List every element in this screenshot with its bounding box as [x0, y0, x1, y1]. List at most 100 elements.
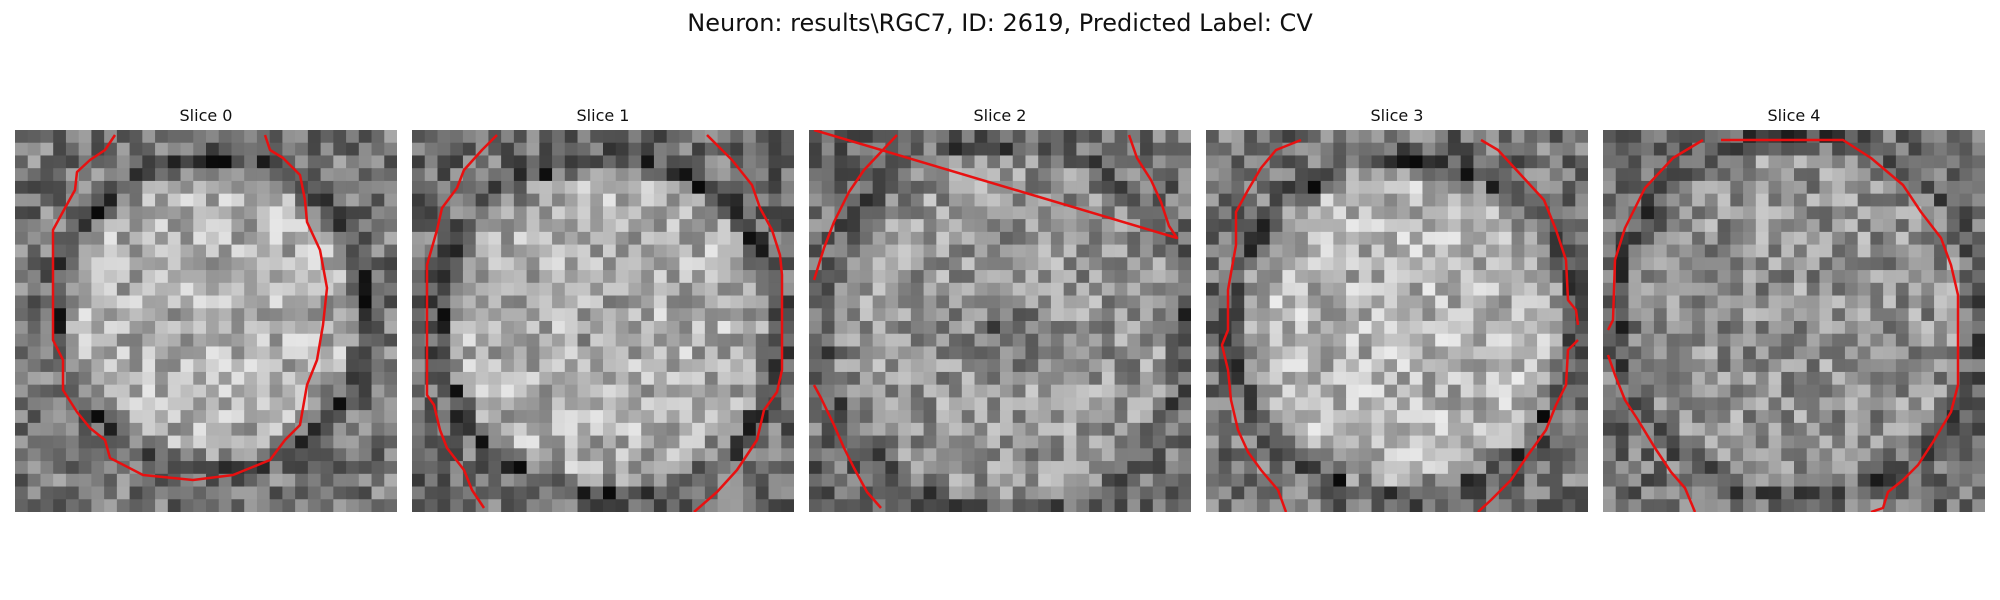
pixel: [885, 231, 899, 246]
pixel: [1549, 180, 1564, 195]
pixel: [615, 193, 630, 207]
pixel: [1244, 333, 1258, 348]
pixel: [1959, 130, 1973, 144]
pixel: [1282, 486, 1296, 500]
pixel: [307, 193, 322, 207]
pixel: [1307, 346, 1322, 360]
pixel: [898, 448, 912, 462]
pixel: [743, 473, 757, 488]
pixel: [282, 257, 296, 271]
pixel: [679, 346, 693, 360]
pixel: [218, 422, 233, 437]
pixel: [1384, 333, 1398, 348]
pixel: [1781, 461, 1795, 475]
pixel: [987, 270, 1001, 284]
pixel: [1870, 333, 1884, 348]
pixel: [1371, 206, 1385, 220]
pixel: [193, 231, 207, 246]
pixel: [180, 397, 194, 411]
pixel: [1666, 193, 1680, 207]
pixel: [1908, 168, 1922, 182]
pixel: [1844, 308, 1859, 322]
pixel: [1307, 193, 1322, 207]
pixel: [577, 130, 591, 144]
pixel: [1025, 359, 1039, 373]
pixel: [346, 422, 360, 437]
pixel: [155, 231, 169, 246]
pixel: [27, 295, 42, 309]
pixel: [1921, 142, 1935, 157]
pixel: [244, 219, 258, 233]
pixel: [1295, 448, 1309, 462]
pixel: [1870, 308, 1884, 322]
pixel: [1628, 155, 1642, 169]
segmentation-contour-4b: [1606, 354, 1697, 512]
pixel: [206, 142, 220, 157]
pixel: [1038, 270, 1052, 284]
pixel: [346, 168, 360, 182]
pixel: [1666, 130, 1680, 144]
pixel: [1704, 244, 1719, 258]
pixel: [1628, 180, 1642, 195]
pixel: [949, 321, 963, 335]
pixel: [961, 346, 976, 360]
pixel: [1460, 193, 1474, 207]
pixel: [1755, 231, 1770, 246]
pixel: [809, 410, 823, 424]
pixel: [78, 193, 92, 207]
pixel: [666, 486, 680, 500]
pixel: [1628, 448, 1642, 462]
pixel: [1178, 346, 1191, 360]
pixel: [949, 206, 963, 220]
pixel: [513, 435, 528, 449]
pixel: [1666, 333, 1680, 348]
pixel: [1218, 499, 1233, 512]
pixel: [1063, 448, 1077, 462]
pixel: [847, 346, 861, 360]
pixel: [1730, 321, 1744, 335]
pixel: [1908, 435, 1922, 449]
pixel: [743, 219, 757, 233]
pixel: [1307, 219, 1322, 233]
pixel: [295, 499, 309, 512]
pixel: [1832, 231, 1846, 246]
pixel: [1050, 257, 1065, 271]
pixel: [1371, 435, 1385, 449]
pixel: [1000, 333, 1014, 348]
pixel: [1409, 499, 1424, 512]
pixel: [1653, 180, 1668, 195]
pixel: [704, 384, 719, 398]
pixel: [91, 130, 105, 144]
pixel: [1460, 384, 1474, 398]
pixel: [1114, 346, 1128, 360]
pixel: [1895, 231, 1910, 246]
pixel: [1575, 130, 1588, 144]
pixel: [412, 231, 426, 246]
pixel: [180, 155, 194, 169]
pixel: [1857, 359, 1871, 373]
pixel: [717, 206, 731, 220]
pixel: [923, 397, 937, 411]
pixel: [320, 333, 334, 348]
pixel: [628, 473, 642, 488]
pixel: [1921, 410, 1935, 424]
pixel: [1384, 308, 1398, 322]
pixel: [1704, 473, 1719, 488]
pixel: [1755, 486, 1770, 500]
pixel: [180, 435, 194, 449]
pixel: [91, 359, 105, 373]
pixel: [526, 486, 540, 500]
pixel: [1307, 422, 1322, 437]
pixel: [371, 397, 385, 411]
pixel: [320, 193, 334, 207]
pixel: [781, 397, 794, 411]
pixel: [1653, 219, 1668, 233]
pixel: [1206, 435, 1220, 449]
pixel: [1934, 155, 1948, 169]
pixel: [27, 257, 42, 271]
pixel: [346, 333, 360, 348]
pixel: [1755, 371, 1770, 386]
pixel: [231, 308, 245, 322]
pixel: [1333, 346, 1347, 360]
pixel: [552, 295, 566, 309]
